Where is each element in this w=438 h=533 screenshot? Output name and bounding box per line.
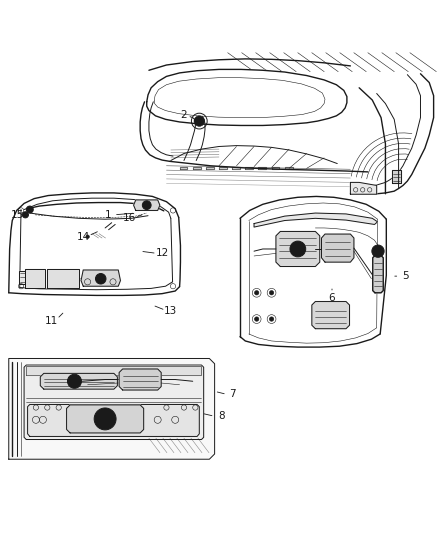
Circle shape: [372, 245, 384, 257]
Polygon shape: [245, 167, 253, 169]
Circle shape: [102, 415, 109, 423]
Polygon shape: [9, 359, 215, 459]
Text: 2: 2: [180, 110, 187, 120]
Polygon shape: [40, 374, 117, 389]
Polygon shape: [81, 270, 120, 286]
Polygon shape: [24, 365, 204, 440]
Polygon shape: [19, 271, 25, 284]
Circle shape: [254, 290, 259, 295]
Circle shape: [94, 408, 116, 430]
Polygon shape: [147, 69, 347, 125]
Circle shape: [269, 290, 274, 295]
Polygon shape: [219, 167, 227, 169]
Polygon shape: [276, 231, 320, 266]
Text: 8: 8: [218, 411, 225, 421]
Circle shape: [67, 374, 81, 388]
Text: 12: 12: [155, 248, 169, 259]
Circle shape: [26, 206, 33, 213]
Polygon shape: [392, 170, 401, 183]
Circle shape: [194, 116, 205, 126]
Text: 16: 16: [123, 213, 136, 223]
Text: 15: 15: [11, 210, 24, 220]
Polygon shape: [321, 234, 354, 262]
Circle shape: [142, 201, 151, 209]
Text: 7: 7: [229, 390, 236, 399]
Circle shape: [293, 245, 302, 253]
Circle shape: [86, 235, 89, 238]
Polygon shape: [67, 405, 144, 433]
Text: 14: 14: [77, 232, 90, 242]
Circle shape: [254, 317, 259, 321]
Polygon shape: [272, 167, 279, 169]
Polygon shape: [285, 167, 293, 169]
Circle shape: [95, 273, 106, 284]
Text: 11: 11: [45, 316, 58, 326]
Circle shape: [22, 212, 28, 218]
Polygon shape: [47, 269, 79, 288]
Polygon shape: [134, 200, 160, 211]
Polygon shape: [28, 405, 199, 437]
Text: 6: 6: [328, 293, 336, 303]
Text: 5: 5: [402, 271, 409, 281]
Circle shape: [98, 412, 112, 426]
Polygon shape: [26, 366, 201, 375]
Polygon shape: [258, 167, 266, 169]
Polygon shape: [350, 182, 377, 194]
Polygon shape: [232, 167, 240, 169]
Circle shape: [144, 203, 149, 208]
Text: 1: 1: [105, 210, 112, 220]
Polygon shape: [180, 167, 187, 169]
Polygon shape: [25, 269, 45, 288]
Polygon shape: [119, 369, 161, 390]
Polygon shape: [193, 167, 201, 169]
Circle shape: [290, 241, 306, 257]
Polygon shape: [312, 302, 350, 329]
Circle shape: [71, 377, 78, 385]
Text: 13: 13: [164, 306, 177, 316]
Polygon shape: [254, 213, 378, 227]
Polygon shape: [373, 255, 383, 293]
Circle shape: [98, 276, 104, 282]
Polygon shape: [206, 167, 214, 169]
Circle shape: [269, 317, 274, 321]
